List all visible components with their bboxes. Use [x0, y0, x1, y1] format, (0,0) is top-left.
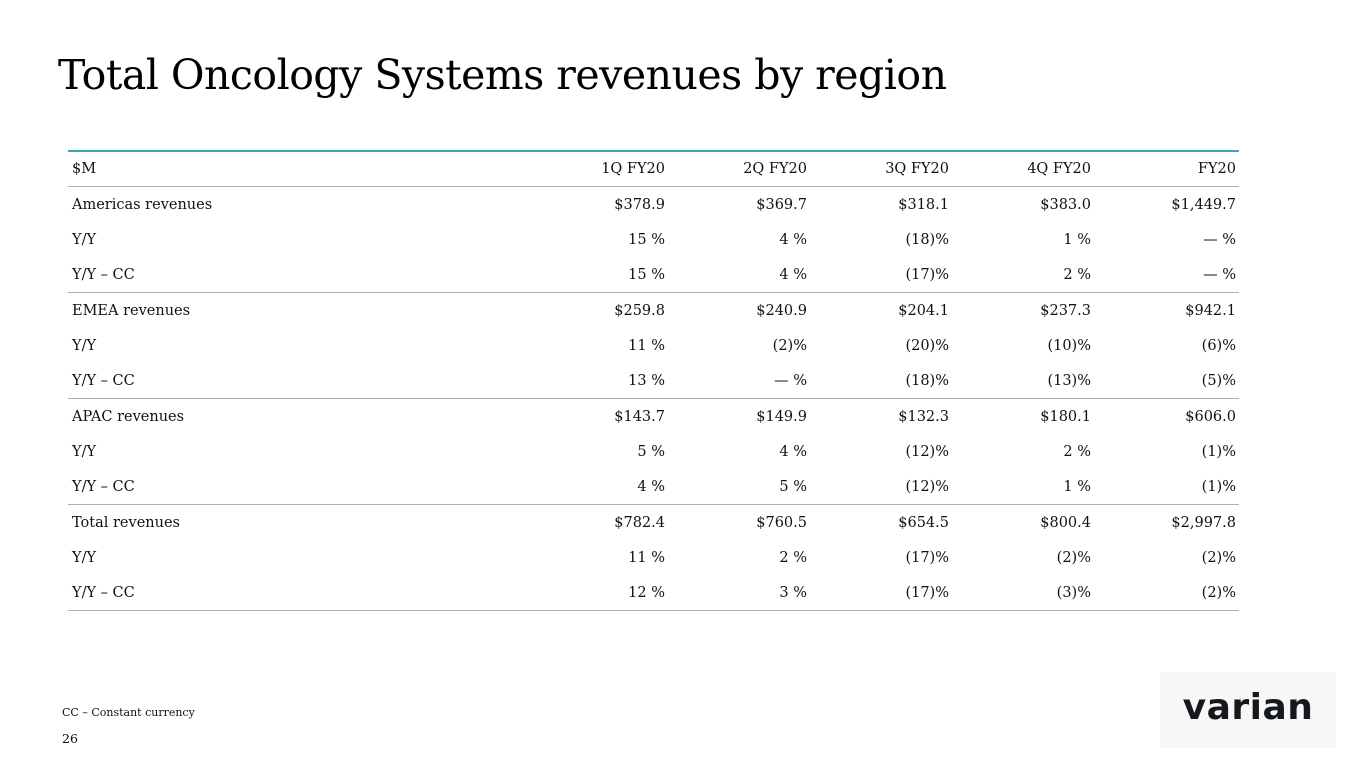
cell-value: $240.9 [756, 302, 807, 319]
table-row: Y/Y 11 % (2)% (20)% (10)% (6)% [68, 328, 1239, 363]
cell-value: (18)% [810, 363, 952, 399]
column-header-fy: FY20 [1094, 150, 1239, 187]
slide-title: Total Oncology Systems revenues by regio… [58, 51, 947, 99]
table-row: Y/Y – CC 15 % 4 % (17)% 2 % — % [68, 257, 1239, 293]
table-row: Y/Y – CC 12 % 3 % (17)% (3)% (2)% [68, 575, 1239, 611]
cell-value: 15 % [526, 257, 668, 293]
column-header-1q: 1Q FY20 [526, 150, 668, 187]
cell-value: 4 % [779, 231, 807, 248]
cell-value: (13)% [952, 363, 1094, 399]
cell-value: 4 % [668, 257, 810, 293]
cell-value: 2 % [1063, 443, 1091, 460]
table-row: Y/Y 5 % 4 % (12)% 2 % (1)% [68, 434, 1239, 469]
row-label: APAC revenues [72, 408, 185, 425]
cell-value: 1 % [952, 469, 1094, 505]
cell-value: (17)% [905, 549, 949, 566]
cell-value: $942.1 [1185, 302, 1236, 319]
row-label: EMEA revenues [72, 302, 191, 319]
cell-value: (17)% [810, 257, 952, 293]
cell-value: 4 % [779, 443, 807, 460]
page-number: 26 [62, 731, 78, 746]
cell-value: $2,997.8 [1171, 514, 1236, 531]
row-label: Y/Y – CC [68, 257, 526, 293]
table-row: Y/Y – CC 4 % 5 % (12)% 1 % (1)% [68, 469, 1239, 505]
row-label: Y/Y – CC [68, 575, 526, 611]
cell-value: — % [1203, 231, 1236, 248]
logo-wordmark: varian [1182, 687, 1314, 728]
table-row: Y/Y 15 % 4 % (18)% 1 % — % [68, 222, 1239, 257]
row-label: Y/Y [72, 549, 97, 566]
table-row: EMEA revenues $259.8 $240.9 $204.1 $237.… [68, 293, 1239, 329]
cell-value: — % [1094, 257, 1239, 293]
table-header-row: $M 1Q FY20 2Q FY20 3Q FY20 4Q FY20 FY20 [68, 150, 1239, 187]
cell-value: (17)% [810, 575, 952, 611]
footnote: CC – Constant currency [62, 706, 195, 719]
cell-value: $800.4 [1040, 514, 1091, 531]
row-label: Y/Y – CC [68, 363, 526, 399]
cell-value: (3)% [952, 575, 1094, 611]
cell-value: (18)% [905, 231, 949, 248]
column-header-3q: 3Q FY20 [810, 150, 952, 187]
cell-value: (12)% [905, 443, 949, 460]
cell-value: (2)% [1056, 549, 1091, 566]
table-row: Y/Y 11 % 2 % (17)% (2)% (2)% [68, 540, 1239, 575]
cell-value: $143.7 [614, 408, 665, 425]
table-row: Y/Y – CC 13 % — % (18)% (13)% (5)% [68, 363, 1239, 399]
cell-value: 5 % [637, 443, 665, 460]
row-label: Total revenues [72, 514, 180, 531]
cell-value: $378.9 [614, 196, 665, 213]
cell-value: $204.1 [898, 302, 949, 319]
cell-value: (1)% [1094, 469, 1239, 505]
revenue-table-container: $M 1Q FY20 2Q FY20 3Q FY20 4Q FY20 FY20 … [68, 150, 1239, 611]
cell-value: $782.4 [614, 514, 665, 531]
cell-value: (10)% [1047, 337, 1091, 354]
cell-value: (5)% [1094, 363, 1239, 399]
cell-value: (2)% [1201, 549, 1236, 566]
cell-value: 3 % [668, 575, 810, 611]
cell-value: $180.1 [1040, 408, 1091, 425]
cell-value: (6)% [1201, 337, 1236, 354]
company-logo: varian [1160, 672, 1336, 748]
row-label: Y/Y – CC [68, 469, 526, 505]
cell-value: — % [668, 363, 810, 399]
cell-value: 12 % [526, 575, 668, 611]
table-row: Total revenues $782.4 $760.5 $654.5 $800… [68, 505, 1239, 541]
cell-value: $149.9 [756, 408, 807, 425]
table-row: Americas revenues $378.9 $369.7 $318.1 $… [68, 187, 1239, 223]
cell-value: (2)% [772, 337, 807, 354]
cell-value: 2 % [779, 549, 807, 566]
cell-value: (20)% [905, 337, 949, 354]
cell-value: 11 % [628, 337, 665, 354]
row-label: Americas revenues [72, 196, 213, 213]
cell-value: 2 % [952, 257, 1094, 293]
cell-value: $259.8 [614, 302, 665, 319]
cell-value: $760.5 [756, 514, 807, 531]
row-label: Y/Y [72, 337, 97, 354]
table-row: APAC revenues $143.7 $149.9 $132.3 $180.… [68, 399, 1239, 435]
revenue-table: $M 1Q FY20 2Q FY20 3Q FY20 4Q FY20 FY20 … [68, 150, 1239, 611]
cell-value: 4 % [526, 469, 668, 505]
cell-value: $237.3 [1040, 302, 1091, 319]
cell-value: $369.7 [756, 196, 807, 213]
column-header-unit: $M [68, 150, 526, 187]
cell-value: (12)% [810, 469, 952, 505]
cell-value: 13 % [526, 363, 668, 399]
row-label: Y/Y [72, 231, 97, 248]
cell-value: $1,449.7 [1171, 196, 1236, 213]
cell-value: $654.5 [898, 514, 949, 531]
cell-value: 1 % [1063, 231, 1091, 248]
cell-value: 15 % [628, 231, 665, 248]
column-header-2q: 2Q FY20 [668, 150, 810, 187]
column-header-4q: 4Q FY20 [952, 150, 1094, 187]
cell-value: 11 % [628, 549, 665, 566]
cell-value: 5 % [668, 469, 810, 505]
cell-value: (1)% [1201, 443, 1236, 460]
cell-value: (2)% [1094, 575, 1239, 611]
cell-value: $132.3 [898, 408, 949, 425]
cell-value: $606.0 [1185, 408, 1236, 425]
cell-value: $318.1 [898, 196, 949, 213]
row-label: Y/Y [72, 443, 97, 460]
cell-value: $383.0 [1040, 196, 1091, 213]
